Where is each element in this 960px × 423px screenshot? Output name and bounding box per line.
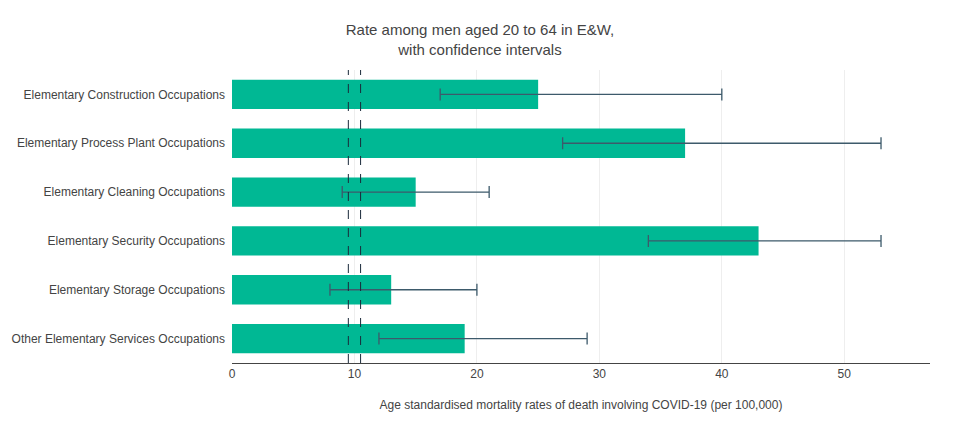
svg-text:10: 10: [348, 367, 362, 381]
svg-text:Elementary Security Occupation: Elementary Security Occupations: [48, 234, 225, 248]
svg-text:20: 20: [470, 367, 484, 381]
svg-text:Elementary Storage Occupations: Elementary Storage Occupations: [49, 283, 225, 297]
svg-text:Elementary Cleaning Occupation: Elementary Cleaning Occupations: [44, 185, 225, 199]
svg-text:30: 30: [593, 367, 607, 381]
svg-text:Age standardised mortality rat: Age standardised mortality rates of deat…: [380, 398, 783, 412]
svg-text:Other Elementary Services Occu: Other Elementary Services Occupations: [12, 332, 225, 346]
svg-text:0: 0: [229, 367, 236, 381]
svg-text:Elementary Construction Occupa: Elementary Construction Occupations: [24, 88, 225, 102]
svg-text:40: 40: [715, 367, 729, 381]
svg-text:Rate among men aged 20 to 64 i: Rate among men aged 20 to 64 in E&W,with…: [346, 21, 615, 58]
svg-text:50: 50: [838, 367, 852, 381]
svg-text:Elementary Process Plant Occup: Elementary Process Plant Occupations: [17, 136, 225, 150]
